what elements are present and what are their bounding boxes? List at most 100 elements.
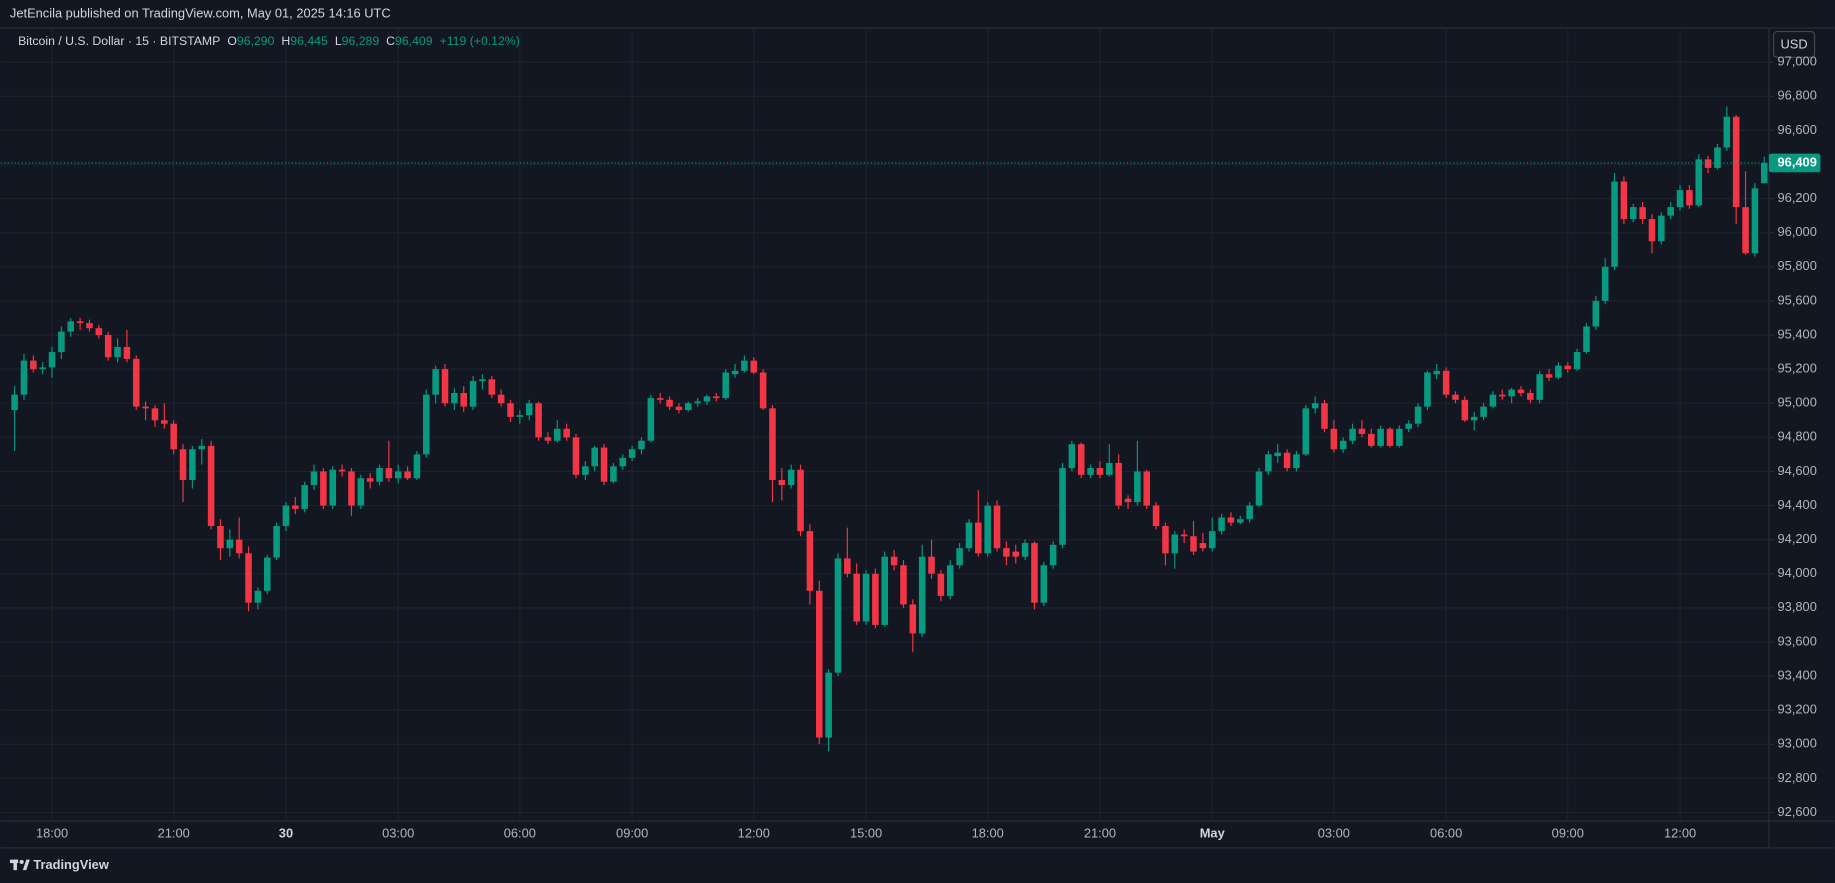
candle-body [1498,394,1506,397]
candle-body [1405,423,1412,429]
candle-body [1180,534,1188,537]
candle-body [198,445,206,450]
candle-body [348,471,355,506]
change: +119 (+0.12%) [440,34,520,48]
ohlc-key: O [227,34,237,48]
candle-body [58,331,65,353]
candle-body [769,408,776,480]
candle-body [1255,471,1263,506]
candle-body [554,428,561,441]
candle-body [451,392,458,404]
candle-body [432,369,439,395]
candle-body [329,469,337,506]
candle-body [1302,408,1310,455]
candle-body [497,394,505,404]
candle-body [376,468,383,482]
x-tick-label: 30 [279,825,293,840]
candle-body [909,604,917,634]
candle-body [1470,416,1478,421]
candle-body [385,468,393,479]
currency-button[interactable] [1773,30,1816,58]
ohlc-key: L [335,34,342,48]
candle-body [1760,162,1768,184]
candle-body [1368,433,1375,446]
currency-label[interactable]: USD [1780,36,1807,51]
candle-body [11,394,18,411]
footer-logo [9,859,30,871]
candle-body [1536,374,1543,400]
candle-body [76,321,84,324]
y-tick-label: 94,200 [1778,531,1817,546]
x-tick-label: 21:00 [158,825,190,840]
grid [0,28,1769,822]
candle-body [1321,403,1328,429]
candle-body [525,403,533,416]
candle-body [647,398,655,441]
candle-body [1676,190,1684,208]
candle-body [844,558,851,574]
candle-body [1751,188,1759,254]
candle-body [750,360,758,373]
y-tick-label: 95,000 [1778,395,1817,410]
candle-body [619,457,627,467]
publish-header: JetEncila published on TradingView.com, … [10,5,391,20]
candle-body [1265,454,1272,472]
candle-body [975,522,982,554]
symbol: Bitcoin / U.S. Dollar · 15 · BITSTAMP [18,34,220,48]
candle-body [1452,394,1459,400]
candle-body [170,423,177,450]
candle-body [684,403,692,411]
candle-body [1601,266,1609,301]
candle-body [1330,428,1338,450]
candle-body [366,478,374,482]
candle-body [1227,517,1235,523]
candle-body [132,358,140,407]
ohlc-value: 96,445 [290,34,328,48]
candle-body [1143,471,1151,506]
candle-body [20,360,28,395]
candle-body [1714,147,1721,168]
candle-body [1648,219,1656,242]
candle-body [862,573,870,622]
candle-body [86,323,93,329]
x-tick-label: 12:00 [1664,825,1696,840]
candle-body [292,505,299,509]
candle-body [722,372,729,399]
candle-body [1283,452,1291,469]
y-tick-label: 96,600 [1778,122,1817,137]
candle-body [151,408,159,421]
last-price-label: 96,409 [1778,154,1817,169]
candle-body [30,360,37,370]
candle-body [1583,326,1590,353]
candle-body [1124,498,1132,503]
candle-body [1012,551,1020,557]
candle-body [591,447,598,467]
candle-body [1171,534,1179,554]
candle-body [1732,116,1740,208]
candle-body [694,401,701,404]
candle-body [1433,370,1441,375]
candle-body [713,396,720,399]
candle-body [1620,181,1628,220]
candle-body [918,556,926,634]
candle-body [544,437,552,441]
candle-body [1134,471,1141,503]
candle-body [394,471,402,479]
candle-body [572,437,580,475]
candle-body [703,396,711,402]
candle-body [1096,468,1104,475]
candle-body [282,505,290,527]
candle-body [1311,403,1319,409]
candle-body [479,379,486,382]
y-tick-label: 93,800 [1778,599,1817,614]
candle-body [48,352,56,368]
candle-body [778,479,786,486]
candle-body [628,449,636,458]
candle-body [1508,389,1515,397]
y-tick-label: 93,400 [1778,667,1817,682]
candle-body [1517,389,1525,393]
candle-body [142,406,149,409]
candle-body [1573,352,1581,370]
candle-body [1611,181,1618,267]
